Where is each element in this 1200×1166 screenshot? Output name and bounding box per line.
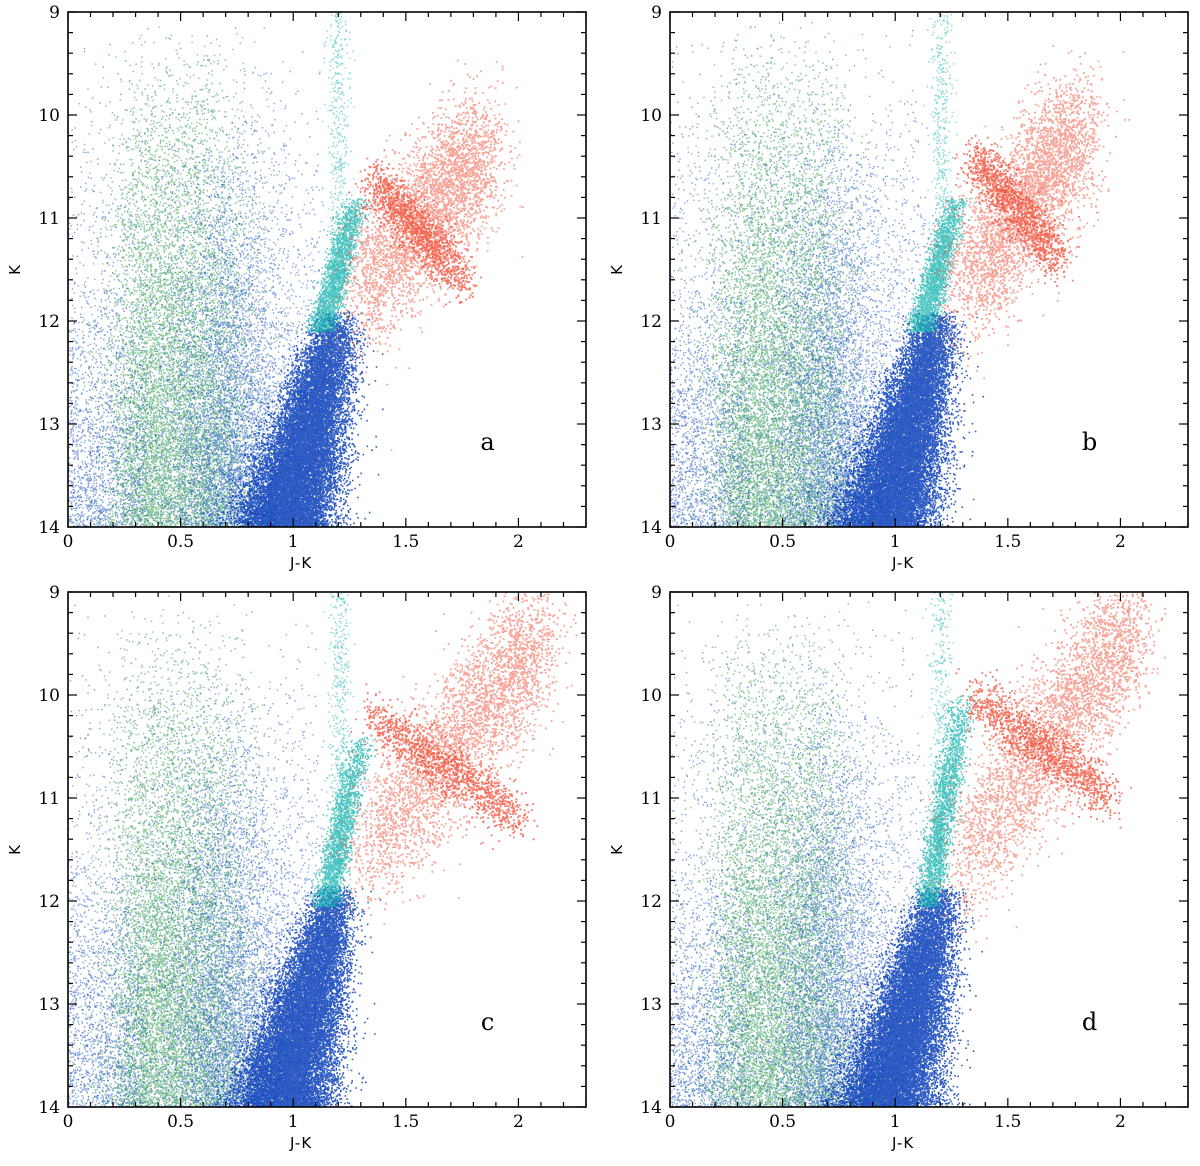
x-axis-label: J-K [289, 1134, 312, 1152]
y-tick-label: 11 [640, 789, 662, 809]
y-axis-label: K [6, 844, 24, 855]
x-tick-label: 0.5 [769, 1112, 796, 1132]
x-tick-label: 1.5 [994, 1112, 1021, 1132]
y-tick-label: 10 [38, 686, 60, 706]
y-tick-label: 11 [38, 789, 60, 809]
scatter-points [68, 12, 524, 528]
x-axis-label: J-K [891, 1134, 914, 1152]
scatter-series [908, 696, 979, 908]
x-tick-label: 0 [665, 532, 676, 552]
y-tick-label: 13 [38, 415, 60, 435]
x-tick-label: 0.5 [167, 532, 194, 552]
scatter-series [670, 857, 750, 1109]
y-tick-label: 10 [640, 106, 662, 126]
y-tick-label: 11 [38, 209, 60, 229]
y-tick-label: 12 [38, 892, 60, 912]
panel-a: 0 0.5 1 1.5 2 9 10 11 12 13 14 J-K Ka [6, 3, 586, 572]
x-axis-label: J-K [891, 554, 914, 572]
x-tick-label: 0 [63, 532, 74, 552]
y-axis-label: K [6, 264, 24, 275]
x-tick-label: 2 [1115, 1112, 1126, 1132]
x-axis-label: J-K [289, 554, 312, 572]
panel-d: 0 0.5 1 1.5 2 9 10 11 12 13 14 J-K Kd [608, 583, 1188, 1152]
panel-b: 0 0.5 1 1.5 2 9 10 11 12 13 14 J-K Kb [608, 3, 1188, 572]
x-tick-label: 1 [890, 1112, 901, 1132]
y-tick-label: 14 [640, 518, 662, 538]
x-tick-label: 2 [513, 532, 524, 552]
y-tick-label: 14 [640, 1098, 662, 1118]
y-tick-label: 13 [38, 995, 60, 1015]
x-tick-label: 0 [665, 1112, 676, 1132]
panel-letter: a [480, 428, 494, 456]
panel-letter: c [481, 1008, 494, 1036]
x-tick-label: 1.5 [994, 532, 1021, 552]
y-axis-label: K [608, 264, 626, 275]
y-tick-label: 9 [651, 3, 662, 23]
y-tick-label: 9 [49, 583, 60, 603]
y-tick-label: 13 [640, 415, 662, 435]
y-tick-label: 12 [38, 312, 60, 332]
y-tick-label: 12 [640, 312, 662, 332]
y-tick-label: 10 [38, 106, 60, 126]
y-tick-label: 9 [49, 3, 60, 23]
y-tick-label: 14 [38, 1098, 60, 1118]
y-tick-label: 13 [640, 995, 662, 1015]
x-tick-label: 2 [1115, 532, 1126, 552]
panel-c: 0 0.5 1 1.5 2 9 10 11 12 13 14 J-K Kc [6, 583, 586, 1152]
y-tick-label: 12 [640, 892, 662, 912]
y-tick-label: 14 [38, 518, 60, 538]
x-tick-label: 1 [288, 1112, 299, 1132]
panel-letter: b [1082, 428, 1097, 456]
x-tick-label: 0.5 [167, 1112, 194, 1132]
y-axis-label: K [608, 844, 626, 855]
x-tick-label: 2 [513, 1112, 524, 1132]
x-tick-label: 1.5 [392, 532, 419, 552]
y-tick-label: 9 [651, 583, 662, 603]
y-tick-label: 10 [640, 686, 662, 706]
x-tick-label: 0 [63, 1112, 74, 1132]
scatter-points [670, 14, 1130, 529]
x-tick-label: 1 [890, 532, 901, 552]
x-tick-label: 1.5 [392, 1112, 419, 1132]
x-tick-label: 0.5 [769, 532, 796, 552]
y-tick-label: 11 [640, 209, 662, 229]
x-tick-label: 1 [288, 532, 299, 552]
panel-letter: d [1082, 1008, 1097, 1036]
scatter-points [68, 593, 577, 1109]
